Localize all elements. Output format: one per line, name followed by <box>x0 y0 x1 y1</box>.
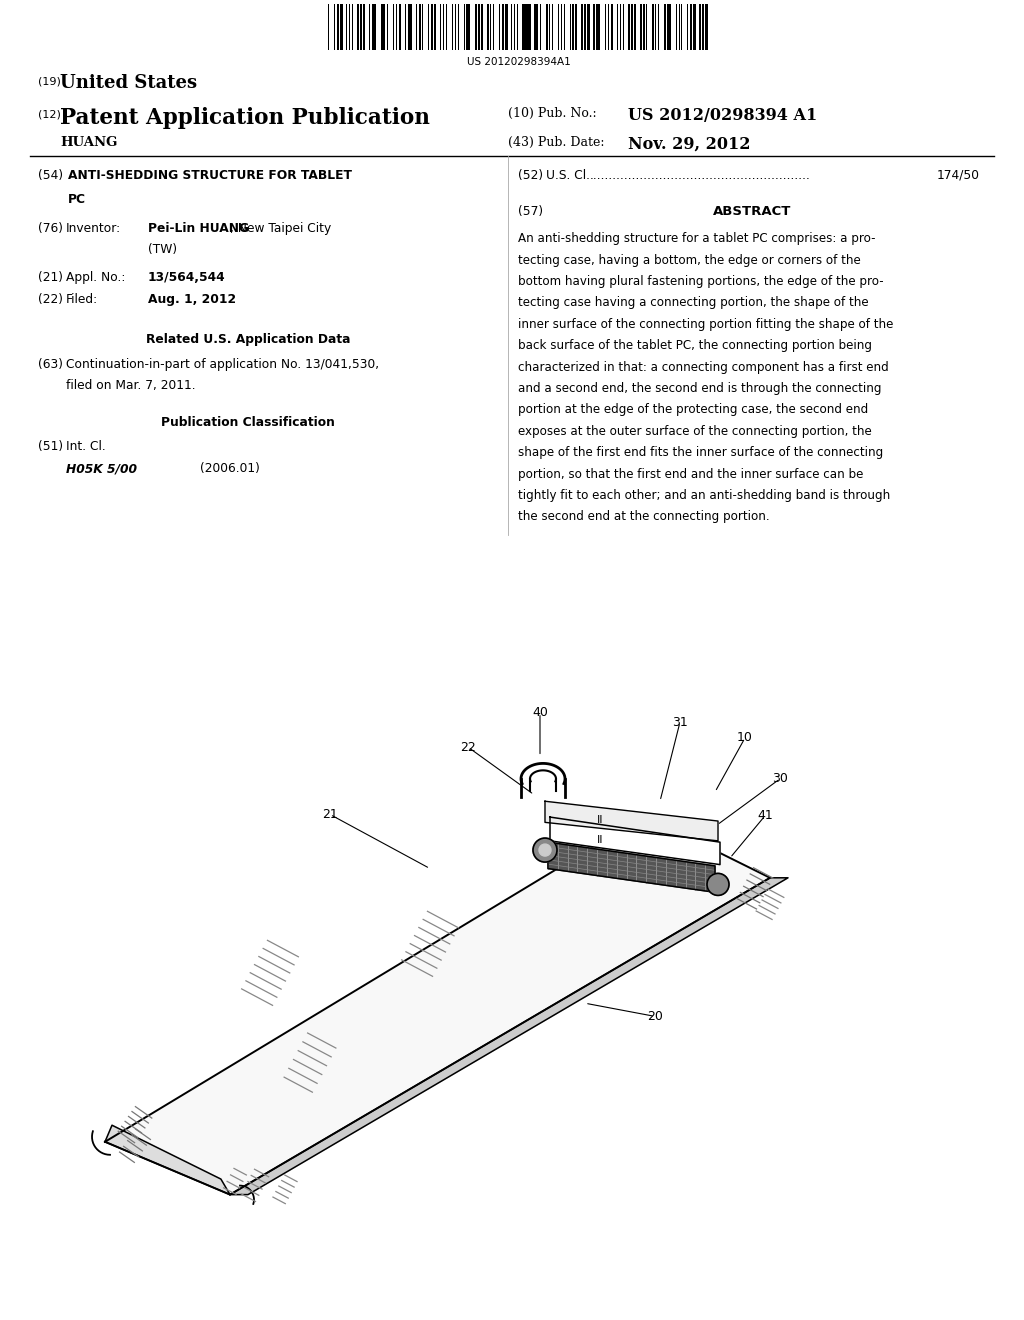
Text: tightly fit to each other; and an anti-shedding band is through: tightly fit to each other; and an anti-s… <box>518 488 890 502</box>
Polygon shape <box>550 817 720 865</box>
Text: II: II <box>597 834 603 845</box>
Text: Related U.S. Application Data: Related U.S. Application Data <box>145 333 350 346</box>
Text: An anti-shedding structure for a tablet PC comprises: a pro-: An anti-shedding structure for a tablet … <box>518 232 876 246</box>
Text: 30: 30 <box>772 772 787 785</box>
Text: HUANG: HUANG <box>60 136 118 149</box>
Polygon shape <box>545 801 718 841</box>
Text: exposes at the outer surface of the connecting portion, the: exposes at the outer surface of the conn… <box>518 425 871 438</box>
Text: ANTI-SHEDDING STRUCTURE FOR TABLET: ANTI-SHEDDING STRUCTURE FOR TABLET <box>68 169 352 182</box>
Text: 20: 20 <box>647 1010 663 1023</box>
Text: Publication Classification: Publication Classification <box>161 416 335 429</box>
Text: (2006.01): (2006.01) <box>200 462 260 475</box>
Text: 22: 22 <box>460 741 476 754</box>
Text: Pei-Lin HUANG: Pei-Lin HUANG <box>148 222 249 235</box>
Polygon shape <box>230 878 788 1195</box>
Text: characterized in that: a connecting component has a first end: characterized in that: a connecting comp… <box>518 360 889 374</box>
Text: and a second end, the second end is through the connecting: and a second end, the second end is thro… <box>518 381 882 395</box>
Text: (19): (19) <box>38 77 60 87</box>
Text: portion at the edge of the protecting case, the second end: portion at the edge of the protecting ca… <box>518 404 868 416</box>
Text: 13/564,544: 13/564,544 <box>148 271 225 284</box>
Text: tecting case, having a bottom, the edge or corners of the: tecting case, having a bottom, the edge … <box>518 253 861 267</box>
Text: Aug. 1, 2012: Aug. 1, 2012 <box>148 293 237 306</box>
Text: (63): (63) <box>38 358 63 371</box>
Circle shape <box>539 843 551 857</box>
Text: Nov. 29, 2012: Nov. 29, 2012 <box>628 136 751 153</box>
Text: Continuation-in-part of application No. 13/041,530,: Continuation-in-part of application No. … <box>66 358 379 371</box>
Text: 21: 21 <box>323 808 338 821</box>
Text: 174/50: 174/50 <box>937 169 980 182</box>
Text: shape of the first end fits the inner surface of the connecting: shape of the first end fits the inner su… <box>518 446 884 459</box>
Text: portion, so that the first end and the inner surface can be: portion, so that the first end and the i… <box>518 467 863 480</box>
Text: 31: 31 <box>672 715 688 729</box>
Polygon shape <box>105 1125 230 1195</box>
Circle shape <box>534 838 557 862</box>
Text: (22): (22) <box>38 293 63 306</box>
Text: US 2012/0298394 A1: US 2012/0298394 A1 <box>628 107 817 124</box>
Text: H05K 5/00: H05K 5/00 <box>66 462 137 475</box>
Text: United States: United States <box>60 74 198 92</box>
Text: (12): (12) <box>38 110 60 120</box>
Text: (57): (57) <box>518 205 543 218</box>
Text: (52): (52) <box>518 169 543 182</box>
Polygon shape <box>548 842 715 892</box>
Text: 10: 10 <box>737 731 753 744</box>
Text: Appl. No.:: Appl. No.: <box>66 271 125 284</box>
Text: , New Taipei City: , New Taipei City <box>230 222 331 235</box>
Text: filed on Mar. 7, 2011.: filed on Mar. 7, 2011. <box>66 379 196 392</box>
Polygon shape <box>105 816 770 1195</box>
Text: Inventor:: Inventor: <box>66 222 121 235</box>
Text: II: II <box>597 814 603 825</box>
Text: back surface of the tablet PC, the connecting portion being: back surface of the tablet PC, the conne… <box>518 339 872 352</box>
Text: ABSTRACT: ABSTRACT <box>713 205 792 218</box>
Text: U.S. Cl.: U.S. Cl. <box>546 169 590 182</box>
Text: the second end at the connecting portion.: the second end at the connecting portion… <box>518 511 770 523</box>
Text: inner surface of the connecting portion fitting the shape of the: inner surface of the connecting portion … <box>518 318 893 331</box>
Text: 40: 40 <box>532 706 548 719</box>
Text: (21): (21) <box>38 271 63 284</box>
Text: Patent Application Publication: Patent Application Publication <box>60 107 430 129</box>
Text: .........................................................: ........................................… <box>590 169 811 182</box>
Text: (TW): (TW) <box>148 243 177 256</box>
Text: (10) Pub. No.:: (10) Pub. No.: <box>508 107 597 120</box>
Text: 41: 41 <box>757 809 773 822</box>
Text: bottom having plural fastening portions, the edge of the pro-: bottom having plural fastening portions,… <box>518 275 884 288</box>
Circle shape <box>707 874 729 895</box>
Text: (54): (54) <box>38 169 63 182</box>
Text: (76): (76) <box>38 222 63 235</box>
Text: US 20120298394A1: US 20120298394A1 <box>467 57 570 67</box>
Text: (51): (51) <box>38 440 63 453</box>
Text: (43) Pub. Date:: (43) Pub. Date: <box>508 136 604 149</box>
Text: tecting case having a connecting portion, the shape of the: tecting case having a connecting portion… <box>518 297 868 309</box>
Text: PC: PC <box>68 193 86 206</box>
Text: Filed:: Filed: <box>66 293 98 306</box>
Text: Int. Cl.: Int. Cl. <box>66 440 105 453</box>
